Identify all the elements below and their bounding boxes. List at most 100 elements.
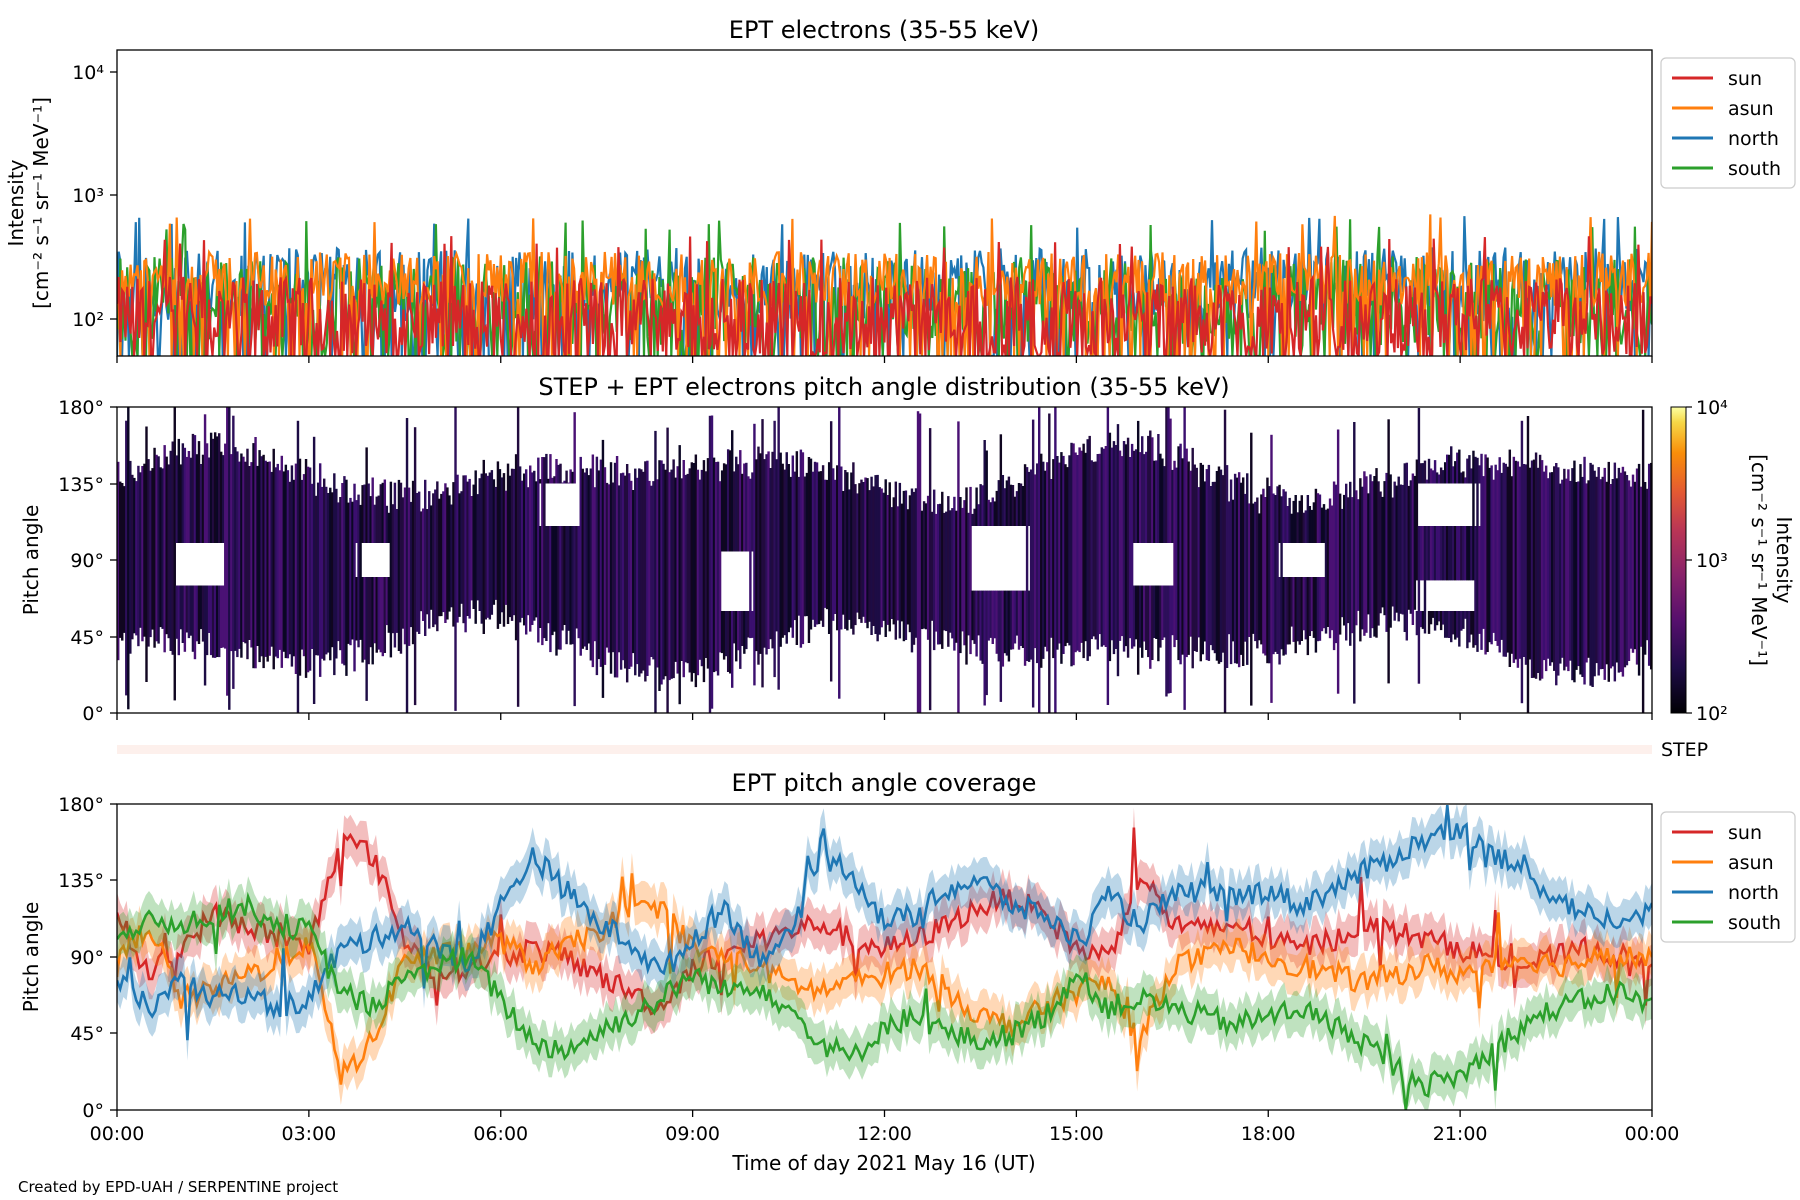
heatmap-cell bbox=[1203, 481, 1207, 642]
heatmap-cell bbox=[971, 513, 974, 526]
heatmap-cell bbox=[995, 590, 999, 654]
panel-pitch-angle-coverage: EPT pitch angle coverage 0° 45° 90° 135°… bbox=[19, 769, 1796, 1122]
heatmap-cell bbox=[722, 463, 726, 552]
colorbar-tick-label: 10³ bbox=[1696, 550, 1728, 572]
heatmap-cell bbox=[403, 487, 407, 645]
heatmap-cell bbox=[1330, 505, 1334, 631]
heatmap-cell bbox=[1639, 486, 1643, 647]
heatmap-cell bbox=[1175, 467, 1178, 640]
heatmap-cell bbox=[506, 463, 510, 624]
heatmap-cell bbox=[411, 480, 415, 645]
heatmap-cell bbox=[1141, 585, 1144, 658]
heatmap-cell bbox=[203, 585, 207, 686]
heatmap-cell bbox=[1563, 468, 1566, 671]
coverage-line-south bbox=[117, 891, 1652, 1110]
heatmap-cell bbox=[175, 585, 178, 639]
heatmap-cell bbox=[1433, 460, 1437, 484]
heatmap-cell bbox=[708, 415, 712, 713]
heatmap-cell bbox=[1058, 462, 1061, 644]
heatmap-cell bbox=[791, 455, 795, 638]
heatmap-cell bbox=[1296, 512, 1299, 543]
heatmap-cell bbox=[1300, 577, 1303, 641]
heatmap-cell bbox=[1165, 585, 1168, 697]
heatmap-cell bbox=[1627, 480, 1631, 661]
heatmap-cell bbox=[559, 463, 562, 484]
heatmap-cell bbox=[561, 482, 564, 484]
heatmap-cell bbox=[716, 461, 720, 676]
heatmap-cell bbox=[215, 436, 219, 543]
heatmap-cell bbox=[999, 434, 1003, 526]
heatmap-cell bbox=[1290, 577, 1293, 627]
heatmap-cell bbox=[240, 453, 243, 658]
heatmap-cell bbox=[928, 428, 932, 711]
panel2-ytick-label: 45° bbox=[70, 627, 104, 649]
heatmap-cell bbox=[1435, 472, 1439, 484]
panel1-legend[interactable]: sun asun north south bbox=[1660, 57, 1796, 189]
x-tick-label: 21:00 bbox=[1433, 1123, 1488, 1145]
heatmap-cell bbox=[183, 447, 187, 543]
heatmap-cell bbox=[1427, 611, 1431, 634]
heatmap-cell bbox=[373, 577, 376, 644]
heatmap-cell bbox=[1138, 452, 1142, 543]
heatmap-cell bbox=[421, 508, 425, 621]
heatmap-cell bbox=[1153, 585, 1156, 638]
heatmap-cell bbox=[563, 526, 566, 625]
heatmap-cell bbox=[1282, 577, 1285, 656]
heatmap-cell bbox=[1021, 486, 1025, 526]
heatmap-cell bbox=[1482, 476, 1485, 629]
heatmap-cell bbox=[1110, 447, 1114, 641]
heatmap-cell bbox=[272, 448, 275, 670]
heatmap-cell bbox=[167, 464, 170, 639]
heatmap-cell bbox=[191, 433, 195, 543]
heatmap-cell bbox=[1429, 611, 1433, 625]
heatmap-cell bbox=[179, 464, 183, 543]
heatmap-cell bbox=[355, 577, 358, 641]
heatmap-cell bbox=[248, 466, 251, 640]
heatmap-cell bbox=[337, 502, 340, 642]
heatmap-cell bbox=[187, 451, 191, 543]
heatmap-cell bbox=[1005, 590, 1009, 656]
heatmap-cell bbox=[1421, 526, 1425, 581]
panel3-legend[interactable]: sun asun north south bbox=[1660, 811, 1796, 943]
heatmap-cell bbox=[1074, 452, 1077, 653]
heatmap-cell bbox=[385, 577, 389, 626]
heatmap-cell bbox=[1086, 439, 1089, 661]
heatmap-cell bbox=[1132, 585, 1136, 647]
heatmap-cell bbox=[1611, 479, 1615, 667]
heatmap-cell bbox=[993, 501, 996, 526]
heatmap-cell bbox=[559, 526, 562, 650]
heatmap-cell bbox=[1270, 434, 1273, 703]
heatmap-cell bbox=[1187, 461, 1190, 655]
heatmap-cell bbox=[1044, 470, 1047, 647]
heatmap-cell bbox=[1112, 441, 1116, 655]
heatmap-cell bbox=[571, 526, 574, 645]
heatmap-cell bbox=[1589, 462, 1592, 686]
heatmap-cell bbox=[1649, 462, 1653, 670]
x-tick-label: 00:00 bbox=[90, 1123, 145, 1145]
heatmap-cell bbox=[949, 510, 952, 633]
heatmap-cell bbox=[438, 498, 441, 617]
heatmap-cell bbox=[1478, 526, 1481, 634]
panel1-ylabel-unit: [cm⁻² s⁻¹ sr⁻¹ MeV⁻¹] bbox=[29, 97, 53, 309]
heatmap-cell bbox=[349, 497, 352, 646]
heatmap-cell bbox=[737, 464, 740, 552]
legend-label-south: south bbox=[1728, 912, 1781, 934]
heatmap-cell bbox=[484, 473, 488, 620]
heatmap-cell bbox=[401, 497, 405, 629]
heatmap-cell bbox=[724, 464, 728, 552]
heatmap-cell bbox=[543, 457, 546, 639]
heatmap-cell bbox=[1381, 496, 1384, 608]
heatmap-cell bbox=[1470, 468, 1473, 484]
heatmap-cell bbox=[367, 577, 370, 665]
heatmap-cell bbox=[1512, 456, 1516, 663]
heatmap-cell bbox=[1300, 495, 1303, 543]
heatmap-cell bbox=[1231, 499, 1235, 642]
heatmap-cell bbox=[377, 577, 380, 650]
heatmap-cell bbox=[537, 457, 540, 643]
heatmap-cell bbox=[1557, 467, 1560, 676]
heatmap-cell bbox=[811, 471, 815, 620]
heatmap-cell bbox=[1520, 420, 1524, 704]
heatmap-cell bbox=[1468, 526, 1471, 581]
heatmap-cell bbox=[686, 473, 689, 664]
heatmap-cell bbox=[666, 427, 669, 713]
